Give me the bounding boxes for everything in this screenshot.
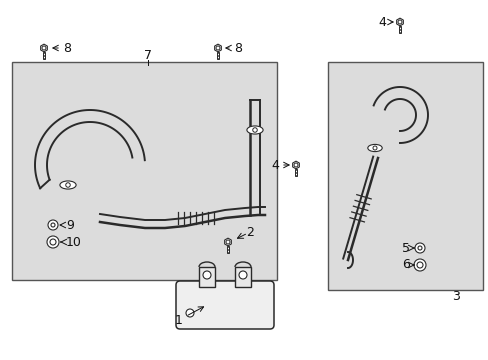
Bar [42, 52, 45, 59]
Text: 7: 7 [143, 49, 152, 62]
Circle shape [397, 20, 401, 24]
Circle shape [216, 46, 220, 50]
Circle shape [252, 128, 257, 132]
Bar [294, 169, 297, 176]
Polygon shape [224, 238, 231, 246]
Text: 4: 4 [377, 15, 385, 28]
Circle shape [65, 183, 70, 187]
Polygon shape [292, 161, 299, 169]
Circle shape [48, 220, 58, 230]
Circle shape [413, 259, 425, 271]
Circle shape [185, 309, 194, 317]
Circle shape [51, 223, 55, 227]
Text: 4: 4 [270, 158, 278, 171]
Text: 2: 2 [245, 225, 253, 239]
Ellipse shape [60, 181, 76, 189]
Bar [327, 62, 482, 290]
Circle shape [417, 246, 421, 250]
Text: 1: 1 [175, 307, 203, 327]
Text: 8: 8 [63, 41, 71, 54]
Bar [235, 267, 250, 287]
Text: 10: 10 [66, 235, 81, 248]
FancyBboxPatch shape [176, 281, 273, 329]
Circle shape [416, 262, 422, 268]
Bar [216, 52, 219, 59]
Circle shape [293, 163, 297, 167]
Circle shape [47, 236, 59, 248]
Circle shape [372, 146, 376, 150]
Bar [398, 26, 401, 33]
Text: 5: 5 [401, 242, 409, 255]
Text: 8: 8 [234, 41, 242, 54]
Polygon shape [396, 18, 403, 26]
Circle shape [50, 239, 56, 245]
Bar [199, 267, 215, 287]
Polygon shape [214, 44, 221, 52]
Circle shape [239, 271, 246, 279]
Circle shape [42, 46, 46, 50]
Text: 3: 3 [451, 289, 459, 302]
Text: 9: 9 [66, 219, 74, 231]
Bar [226, 246, 229, 253]
Bar [12, 62, 276, 280]
Ellipse shape [367, 144, 382, 152]
Circle shape [414, 243, 424, 253]
Text: 6: 6 [401, 258, 409, 271]
Circle shape [225, 240, 229, 244]
Polygon shape [41, 44, 47, 52]
Circle shape [203, 271, 210, 279]
Ellipse shape [246, 126, 263, 134]
